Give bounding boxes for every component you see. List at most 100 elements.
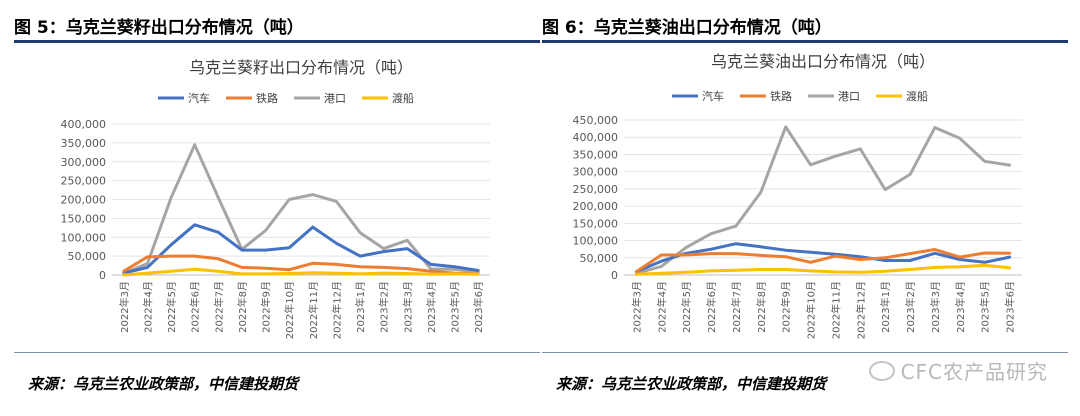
x-tick-label: 2023年3月 (401, 281, 414, 333)
data-point (312, 262, 314, 265)
data-point (784, 126, 787, 128)
data-point (983, 252, 986, 254)
figure-footer-rule (542, 352, 1068, 353)
data-point (382, 266, 385, 269)
legend-label-1: 铁路 (256, 92, 278, 105)
x-tick-label: 2022年4月 (655, 281, 668, 333)
x-tick-label: 2022年7月 (212, 281, 225, 333)
data-point (335, 242, 338, 245)
data-point (909, 173, 911, 176)
data-point (1008, 266, 1011, 269)
data-point (382, 272, 385, 274)
figure-title: 图 5：乌克兰葵籽出口分布情况（吨） (14, 18, 304, 38)
figure-header-rule (542, 40, 1068, 43)
y-tick-label: 350,000 (61, 137, 107, 150)
data-point (809, 163, 812, 166)
y-tick-label: 0 (611, 269, 618, 282)
data-point (430, 270, 432, 273)
data-point (312, 271, 314, 274)
data-point (288, 247, 290, 249)
legend-label-0: 汽车 (702, 89, 724, 103)
data-point (760, 268, 762, 271)
data-point (1008, 164, 1011, 166)
data-point (809, 261, 812, 264)
data-point (406, 272, 409, 275)
data-point (660, 272, 663, 275)
data-point (193, 255, 196, 257)
x-tick-label: 2023年1月 (879, 281, 892, 333)
data-point (288, 272, 290, 275)
data-point (959, 137, 961, 140)
data-point (406, 239, 409, 242)
data-point (359, 265, 361, 268)
data-point (453, 265, 456, 268)
data-point (430, 273, 432, 276)
x-tick-label: 2023年5月 (449, 281, 462, 333)
watermark-text: CFC农产品研究 (900, 360, 1048, 384)
data-point (859, 271, 862, 274)
figure-panel-seeds: 图 5：乌克兰葵籽出口分布情况（吨） 乌克兰葵籽出口分布情况（吨） 汽车 铁路 港口 渡… (14, 0, 540, 416)
data-point (685, 246, 687, 249)
y-tick-label: 400,000 (61, 118, 107, 131)
data-point (477, 269, 479, 272)
data-point (406, 267, 409, 270)
data-point (859, 148, 862, 150)
data-point (264, 273, 267, 275)
series-line-0 (634, 242, 1012, 274)
chart-title: 乌克兰葵籽出口分布情况（吨） (189, 58, 413, 77)
x-tick-label: 2022年10月 (805, 281, 818, 339)
y-tick-label: 250,000 (61, 175, 107, 188)
data-point (382, 250, 385, 253)
data-point (660, 260, 663, 263)
data-point (335, 272, 338, 274)
data-point (859, 258, 862, 261)
data-point (170, 196, 172, 199)
data-point (288, 268, 290, 271)
data-point (760, 254, 762, 257)
x-tick-label: 2022年8月 (755, 281, 768, 333)
y-tick-label: 200,000 (61, 194, 107, 207)
data-point (735, 252, 737, 255)
y-tick-label: 300,000 (573, 166, 619, 179)
x-tick-label: 2023年6月 (472, 281, 485, 333)
y-tick-label: 100,000 (573, 235, 619, 248)
data-point (760, 245, 762, 248)
y-tick-label: 150,000 (573, 217, 619, 230)
data-point (241, 266, 243, 269)
data-point (784, 249, 787, 251)
data-point (909, 252, 911, 255)
x-tick-label: 2022年4月 (141, 281, 154, 333)
data-point (834, 255, 837, 257)
data-point (264, 229, 267, 232)
data-point (710, 270, 712, 272)
watermark: CFC农产品研究 (868, 356, 1048, 385)
x-tick-label: 2023年3月 (929, 281, 942, 333)
legend-label-2: 港口 (838, 90, 860, 103)
legend-label-3: 渡船 (392, 91, 414, 105)
y-tick-label: 450,000 (573, 114, 619, 127)
data-point (685, 271, 687, 274)
data-point (1008, 256, 1011, 258)
data-point (934, 252, 936, 255)
data-point (1008, 252, 1011, 255)
data-point (241, 249, 243, 251)
data-point (264, 249, 267, 251)
x-tick-label: 2022年9月 (260, 281, 273, 333)
data-point (735, 225, 737, 227)
data-point (453, 268, 456, 271)
data-point (934, 126, 936, 129)
data-point (217, 231, 220, 234)
y-tick-label: 300,000 (61, 156, 107, 169)
data-point (959, 258, 961, 261)
y-tick-label: 150,000 (61, 212, 107, 225)
data-point (146, 262, 149, 265)
data-point (710, 248, 712, 250)
x-tick-label: 2022年10月 (283, 281, 296, 339)
data-point (934, 266, 936, 269)
series-line-0 (122, 223, 480, 275)
series-line-1 (634, 248, 1012, 274)
data-point (660, 254, 663, 256)
x-tick-label: 2022年9月 (780, 281, 793, 333)
data-point (660, 265, 663, 268)
data-point (217, 257, 220, 260)
